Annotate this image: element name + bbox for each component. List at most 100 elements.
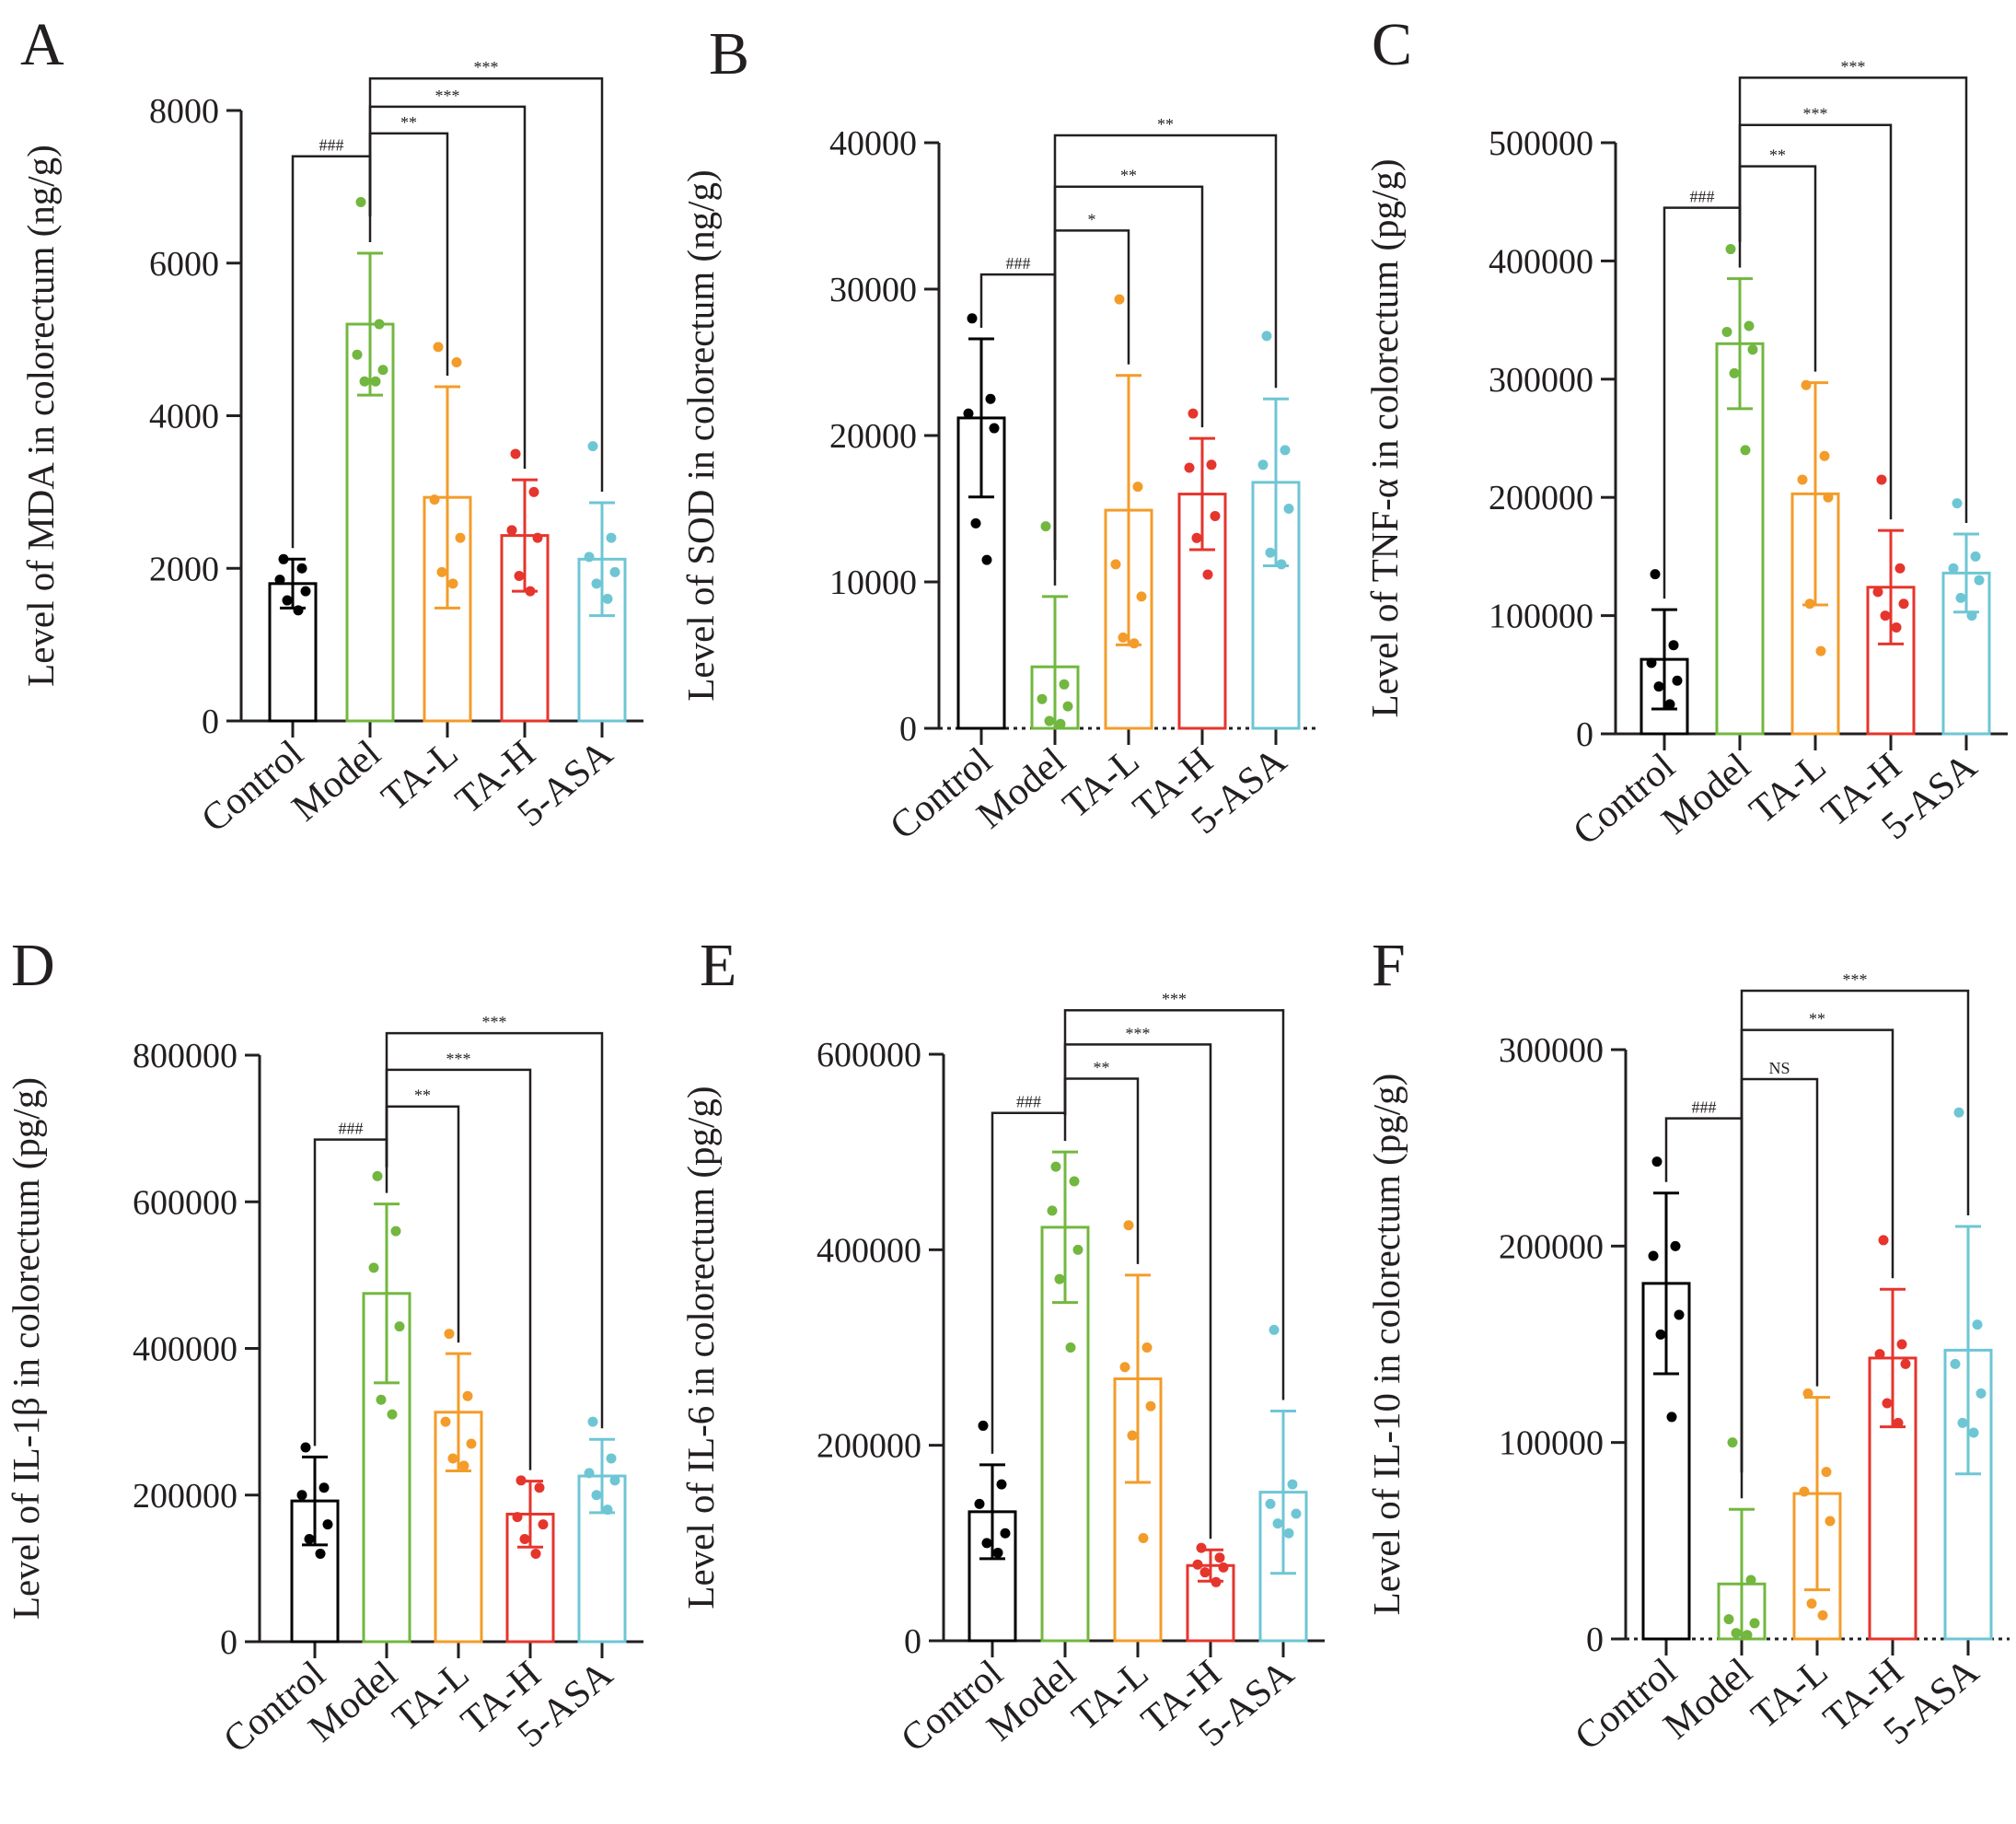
- data-point: [606, 532, 617, 543]
- y-axis-label: Level of IL-1β in colorectum (pg/g): [5, 1077, 47, 1620]
- data-point: [1801, 379, 1812, 390]
- data-point: [1966, 610, 1977, 622]
- significance-label: *: [1088, 210, 1096, 228]
- data-point: [587, 1416, 598, 1427]
- data-point: [1950, 1358, 1961, 1369]
- data-point: [534, 1482, 545, 1493]
- data-point: [1727, 1437, 1738, 1448]
- data-point: [374, 319, 385, 330]
- data-point: [1893, 1417, 1904, 1428]
- data-point: [1110, 559, 1121, 570]
- data-point: [466, 1438, 477, 1449]
- data-point: [1817, 1609, 1828, 1621]
- data-point: [300, 1442, 311, 1453]
- significance-label: ***: [482, 1013, 507, 1031]
- panel-b: B Level of SOD in colorectum (ng/g) 0 10000…: [679, 20, 1317, 848]
- data-point: [1749, 1618, 1760, 1629]
- data-point: [1136, 591, 1147, 602]
- data-point: [304, 1534, 315, 1545]
- data-point: [390, 1226, 401, 1237]
- data-point: [433, 342, 444, 353]
- category-label: Model: [284, 732, 389, 830]
- data-point: [1876, 474, 1887, 485]
- data-point: [1799, 1486, 1810, 1497]
- y-tick-label: 0: [904, 1622, 921, 1661]
- significance-label: ***: [1841, 57, 1866, 76]
- data-point: [322, 1519, 333, 1530]
- y-tick-label: 200000: [1499, 1227, 1604, 1266]
- significance-label: **: [1157, 115, 1174, 134]
- data-point: [1802, 1388, 1813, 1399]
- data-point: [1957, 1417, 1968, 1428]
- data-point: [1648, 1250, 1659, 1261]
- significance-bracket: [385, 1105, 460, 1343]
- data-point: [506, 525, 517, 536]
- y-tick-label: 500000: [1489, 124, 1593, 163]
- data-point: [1825, 1516, 1836, 1527]
- data-point: [1894, 563, 1906, 574]
- data-point: [1745, 1574, 1756, 1586]
- panel-letter: B: [709, 20, 749, 87]
- data-point: [1040, 521, 1051, 532]
- data-point: [1666, 1412, 1677, 1423]
- panel-c: C Level of TNF-α in colorectum (pg/g) 0 100…: [1363, 11, 2008, 854]
- data-point: [1655, 1329, 1666, 1340]
- y-tick-label: 40000: [829, 124, 917, 163]
- data-point: [602, 1505, 613, 1516]
- y-tick-label: 100000: [1489, 598, 1593, 636]
- data-point: [530, 1548, 541, 1559]
- data-point: [1650, 569, 1661, 580]
- data-point: [1265, 1498, 1276, 1509]
- data-point: [451, 356, 462, 367]
- significance-bracket: [1740, 1077, 1819, 1473]
- data-point: [609, 566, 620, 577]
- data-point: [387, 1409, 398, 1420]
- significance-bracket: [1740, 989, 1970, 1473]
- data-point: [532, 532, 543, 543]
- category-label: TA-L: [1064, 1652, 1156, 1739]
- data-point: [609, 1475, 620, 1486]
- data-point: [1202, 569, 1213, 580]
- data-point: [1127, 1430, 1138, 1441]
- significance-label: ***: [446, 1050, 471, 1068]
- significance-bracket: [991, 1111, 1067, 1454]
- data-point: [1218, 1562, 1229, 1573]
- data-point: [1000, 1528, 1011, 1539]
- data-point: [1206, 459, 1217, 471]
- data-point: [525, 586, 536, 597]
- data-point: [1900, 1358, 1911, 1369]
- data-point: [1199, 1567, 1211, 1578]
- category-label: TA-L: [1742, 745, 1834, 832]
- significance-label: **: [1809, 1010, 1825, 1028]
- significance-bracket: [368, 76, 604, 492]
- panel-e: E Level of IL-6 in colorectum (pg/g) 0 2000…: [679, 932, 1325, 1760]
- data-point: [1214, 1552, 1225, 1563]
- data-point: [1723, 1614, 1734, 1625]
- data-point: [377, 365, 388, 376]
- data-point: [985, 393, 996, 404]
- panel-letter: E: [700, 932, 736, 999]
- data-point: [315, 1548, 326, 1559]
- data-point: [974, 1498, 985, 1509]
- data-point: [1069, 1176, 1080, 1187]
- data-point: [967, 313, 978, 324]
- data-point: [1974, 575, 1985, 586]
- data-point: [1184, 462, 1195, 473]
- data-point: [1742, 1630, 1753, 1641]
- data-point: [1948, 563, 1959, 574]
- data-point: [512, 1512, 523, 1523]
- data-point: [282, 595, 293, 606]
- data-point: [1047, 1205, 1058, 1216]
- data-point: [1261, 331, 1272, 342]
- y-tick-label: 600000: [133, 1183, 238, 1222]
- category-label: Model: [1656, 1650, 1761, 1748]
- data-point: [1651, 1156, 1663, 1168]
- data-point: [447, 1453, 458, 1464]
- data-point: [602, 593, 613, 604]
- y-axis-label: Level of MDA in colorectum (ng/g): [19, 145, 62, 687]
- data-point: [516, 1475, 527, 1486]
- data-point: [1815, 645, 1826, 656]
- data-point: [1744, 320, 1755, 331]
- y-tick-label: 6000: [149, 245, 219, 284]
- panel-f: F Level of IL-10 in colorectum (pg/g) 0 100…: [1365, 932, 2010, 1759]
